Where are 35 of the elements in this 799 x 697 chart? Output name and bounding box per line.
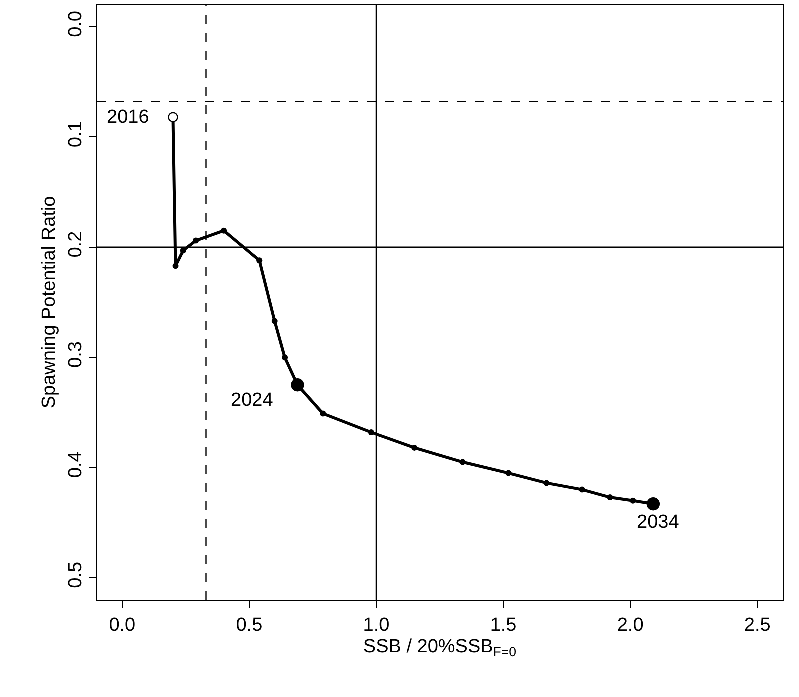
- annotation: 2024: [231, 390, 274, 411]
- point: [320, 410, 326, 417]
- y-tick-label: 0.0: [65, 10, 86, 38]
- point: [630, 498, 636, 504]
- point: [256, 258, 263, 264]
- point: [460, 459, 466, 466]
- point: [544, 480, 550, 486]
- point: [368, 430, 374, 436]
- x-tick-label: 2.5: [744, 614, 771, 636]
- point: [172, 263, 179, 270]
- y-tick-label: 0.4: [65, 451, 86, 478]
- annotation: 2016: [107, 107, 150, 128]
- x-tick-label: 0.5: [236, 614, 263, 636]
- point: [646, 498, 660, 511]
- point: [272, 318, 278, 324]
- x-tick-label: 1.0: [363, 614, 390, 636]
- point: [221, 228, 228, 234]
- y-tick-label: 0.2: [65, 231, 86, 258]
- point: [506, 470, 512, 476]
- point: [412, 444, 418, 451]
- x-tick-label: 2.0: [617, 614, 644, 636]
- y-tick-label: 0.3: [65, 342, 86, 368]
- y-tick-label: 0.1: [65, 121, 86, 148]
- point: [193, 238, 200, 244]
- x-tick-label: 0.0: [109, 614, 136, 636]
- x-axis-title: SSB / 20%SSB$_{F=0}$: [363, 636, 517, 660]
- point: [607, 494, 614, 501]
- y-axis-title: Spawning Potential Ratio: [39, 196, 60, 409]
- x-tick-label: 1.5: [490, 614, 517, 636]
- annotation: 2034: [637, 512, 680, 533]
- point: [282, 354, 288, 361]
- point: [180, 248, 186, 254]
- point: [291, 378, 304, 392]
- point: [579, 486, 586, 493]
- y-tick-label: 0.5: [65, 562, 86, 588]
